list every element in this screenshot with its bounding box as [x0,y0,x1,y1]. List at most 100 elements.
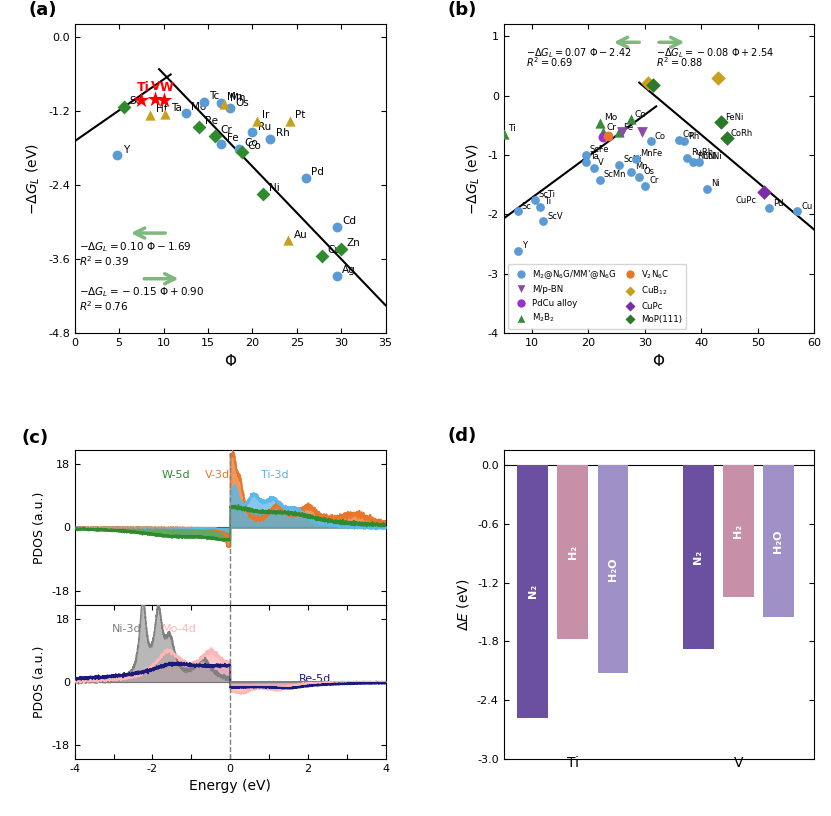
Point [214,138,228,151]
Text: Fe: Fe [623,122,634,131]
Text: Mn: Mn [227,92,243,102]
Point [148,92,161,105]
Point [233,143,246,156]
Text: Tc: Tc [209,91,219,101]
Text: MnFe: MnFe [641,149,663,157]
Point [720,132,734,145]
Text: Cr: Cr [607,122,617,131]
Text: Co: Co [248,141,261,152]
Point [632,171,646,184]
Point [791,205,804,218]
Point [528,193,541,206]
Bar [558,465,588,640]
Point [144,109,157,122]
Text: FeNi: FeNi [725,113,744,122]
Y-axis label: $-\Delta G_L\ \mathrm{(eV)}$: $-\Delta G_L\ \mathrm{(eV)}$ [465,143,482,215]
Point [214,96,228,109]
Text: Co: Co [244,139,258,149]
Text: $R^2 = 0.39$: $R^2 = 0.39$ [79,255,130,268]
Point [209,130,222,143]
Text: (b): (b) [448,1,477,20]
Text: V: V [734,756,743,769]
Text: Mo-4d: Mo-4d [162,624,197,634]
Point [135,93,148,106]
Point [283,114,297,127]
Point [579,156,593,169]
Text: Y: Y [522,242,527,251]
Text: Rh: Rh [276,128,289,138]
Bar [723,465,754,597]
Text: V: V [150,80,160,93]
Text: Ti: Ti [567,756,578,769]
Text: Pt: Pt [295,110,306,120]
Point [596,131,609,144]
Text: $R^2 = 0.88$: $R^2 = 0.88$ [656,55,703,69]
Point [281,234,294,247]
Text: Ti: Ti [508,125,515,134]
Legend: M$_2$@N$_6$G/MM'@N$_6$G, M/p-BN, PdCu alloy, M$_2$B$_2$, V$_2$N$_6$C, CuB$_{12}$: M$_2$@N$_6$G/MM'@N$_6$G, M/p-BN, PdCu al… [508,264,686,329]
Text: Sc: Sc [522,202,532,211]
Point [757,185,770,198]
Text: Y: Y [123,144,129,154]
Point [537,215,550,228]
Text: $-\Delta G_L = 0.07\ \Phi - 2.42$: $-\Delta G_L = 0.07\ \Phi - 2.42$ [526,46,632,60]
Text: $-\Delta G_L = -0.08\ \Phi + 2.54$: $-\Delta G_L = -0.08\ \Phi + 2.54$ [656,46,774,60]
Point [638,180,652,193]
X-axis label: $\Phi$: $\Phi$ [224,353,237,370]
Point [763,202,776,215]
Point [497,128,510,141]
Text: RhNi: RhNi [697,153,717,162]
Text: H₂O: H₂O [607,557,617,581]
Point [246,126,259,139]
Point [315,250,328,263]
Point [299,171,312,184]
Point [159,108,172,121]
Point [602,130,615,143]
Bar [597,465,628,672]
Point [534,200,547,213]
Point [678,135,691,148]
Point [593,174,607,187]
Text: ScNi: ScNi [623,155,642,164]
Point [616,126,629,139]
Text: Os: Os [236,98,249,108]
Text: ScTi: ScTi [538,190,556,199]
Text: CoRh: CoRh [731,129,753,138]
Point [224,102,237,115]
Text: Ru: Ru [258,122,271,131]
Text: ScV: ScV [548,211,563,220]
Point [330,270,343,283]
X-axis label: Energy (eV): Energy (eV) [189,779,271,793]
Point [692,156,706,169]
Point [612,126,626,139]
Text: Cu: Cu [327,245,342,255]
Point [596,126,609,139]
Text: $R^2 = 0.69$: $R^2 = 0.69$ [526,55,573,69]
Point [624,165,637,178]
Text: Ta: Ta [171,103,182,113]
Point [636,126,649,139]
Point [579,149,593,162]
Text: (a): (a) [28,1,57,20]
Text: Re-5d: Re-5d [298,674,331,684]
Point [686,156,700,169]
Text: Ir: Ir [263,110,270,120]
Text: Mn: Mn [229,93,245,104]
Text: ScFe: ScFe [590,145,609,154]
Point [330,220,343,233]
Text: Os: Os [643,167,654,176]
Text: Ni-3d: Ni-3d [112,624,142,634]
Text: Ti: Ti [544,197,552,206]
Point [644,135,657,148]
Text: Fe: Fe [227,134,238,144]
Text: Sc: Sc [129,95,141,106]
Text: Co: Co [655,131,666,140]
Text: CuPc: CuPc [735,196,757,205]
Text: Cd: Cd [342,216,356,226]
Text: Ag: Ag [342,265,356,276]
Text: Au: Au [293,229,307,240]
Text: Mo: Mo [604,113,617,122]
Text: Co: Co [683,130,694,139]
Y-axis label: PDOS (a.u.): PDOS (a.u.) [33,645,47,718]
Text: Pd: Pd [774,198,784,207]
